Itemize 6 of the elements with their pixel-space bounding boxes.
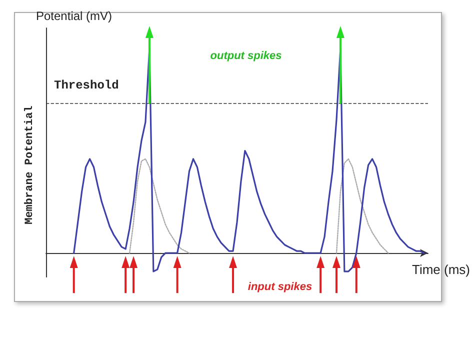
text: input spikes bbox=[248, 281, 312, 293]
y-axis-title: Potential (mV) bbox=[36, 9, 112, 23]
text: Membrane Potential bbox=[24, 105, 36, 224]
x-axis-title: Time (ms) bbox=[412, 262, 470, 278]
ref-line-label: Threshold bbox=[54, 78, 119, 93]
annotation: output spikes bbox=[210, 50, 282, 62]
